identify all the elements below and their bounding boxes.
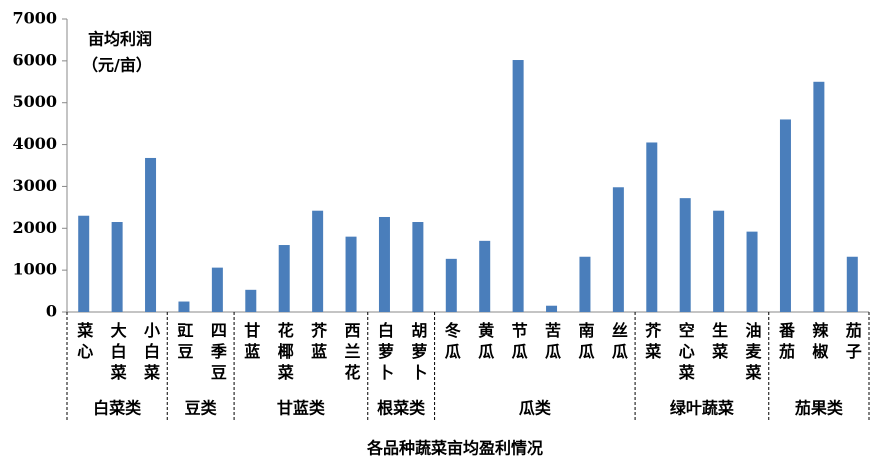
- bar: [78, 215, 90, 312]
- bar: [746, 231, 758, 312]
- x-tick-label: 节瓜: [509, 321, 528, 364]
- y-tick-label: 0: [46, 302, 57, 321]
- y-tick-label: 6000: [12, 50, 57, 69]
- x-tick-label: 花椰菜: [275, 321, 295, 385]
- x-tick-label: 四季豆: [208, 322, 228, 385]
- x-tick-label: 芥蓝: [308, 322, 327, 364]
- x-tick-label: 西兰花: [342, 322, 361, 385]
- x-tick-label: 小白菜: [141, 322, 161, 385]
- bar: [145, 157, 157, 312]
- bar: [245, 289, 257, 312]
- bar: [178, 301, 190, 312]
- bar: [779, 119, 791, 312]
- group-label: 茄果类: [794, 399, 844, 418]
- y-tick-label: 2000: [12, 218, 57, 237]
- x-tick-label: 冬瓜: [442, 321, 461, 364]
- x-tick-label: 大白菜: [108, 321, 128, 385]
- x-tick-label: 茄子: [843, 321, 863, 364]
- bar: [713, 210, 725, 312]
- x-tick-label: 黄瓜: [475, 321, 494, 364]
- bar: [579, 256, 591, 312]
- chart-title: 各品种蔬菜亩均盈利情况: [366, 439, 543, 458]
- x-tick-label: 南瓜: [575, 321, 594, 364]
- group-label: 绿叶蔬菜: [670, 399, 734, 418]
- x-tick-label: 番茄: [776, 321, 796, 364]
- y-tick-label: 5000: [12, 92, 57, 111]
- x-tick-label: 生菜: [709, 321, 729, 364]
- x-tick-label: 苦瓜: [542, 321, 561, 364]
- y-tick-label: 1000: [12, 260, 57, 279]
- bar: [378, 216, 390, 312]
- x-tick-label: 空心菜: [676, 321, 696, 385]
- y-tick-label: 3000: [12, 176, 57, 195]
- bar: [512, 60, 524, 312]
- bar: [679, 198, 691, 312]
- group-label: 甘蓝类: [277, 399, 326, 418]
- bar: [111, 222, 123, 312]
- group-label: 豆类: [185, 399, 218, 418]
- bar: [312, 210, 324, 312]
- group-label: 白菜类: [93, 399, 142, 418]
- x-tick-label: 辣椒: [809, 321, 828, 364]
- bar: [211, 267, 223, 312]
- bar: [412, 222, 424, 312]
- bar: [479, 240, 491, 312]
- bar: [278, 245, 290, 312]
- x-tick-label: 丝瓜: [609, 321, 628, 364]
- x-tick-label: 胡萝卜: [408, 321, 427, 385]
- x-tick-label: 油麦菜: [743, 321, 763, 385]
- bar: [813, 81, 825, 313]
- x-tick-label: 芥菜: [642, 322, 662, 364]
- y-tick-label: 4000: [12, 134, 57, 153]
- x-tick-label: 菜心: [74, 321, 94, 364]
- bar: [445, 258, 457, 312]
- bar: [646, 142, 658, 312]
- y-tick-label: 7000: [12, 9, 57, 28]
- group-label: 瓜类: [519, 399, 552, 418]
- bar: [846, 256, 858, 312]
- bar: [345, 236, 357, 312]
- annotation: （元/亩）: [82, 56, 152, 75]
- bar: [612, 187, 624, 312]
- x-tick-label: 豇豆: [174, 322, 193, 364]
- bar: [546, 305, 558, 312]
- x-tick-label: 白萝卜: [375, 321, 394, 385]
- group-label: 根菜类: [377, 399, 426, 418]
- x-tick-label: 甘蓝: [241, 322, 260, 364]
- annotation: 亩均利润: [88, 30, 152, 49]
